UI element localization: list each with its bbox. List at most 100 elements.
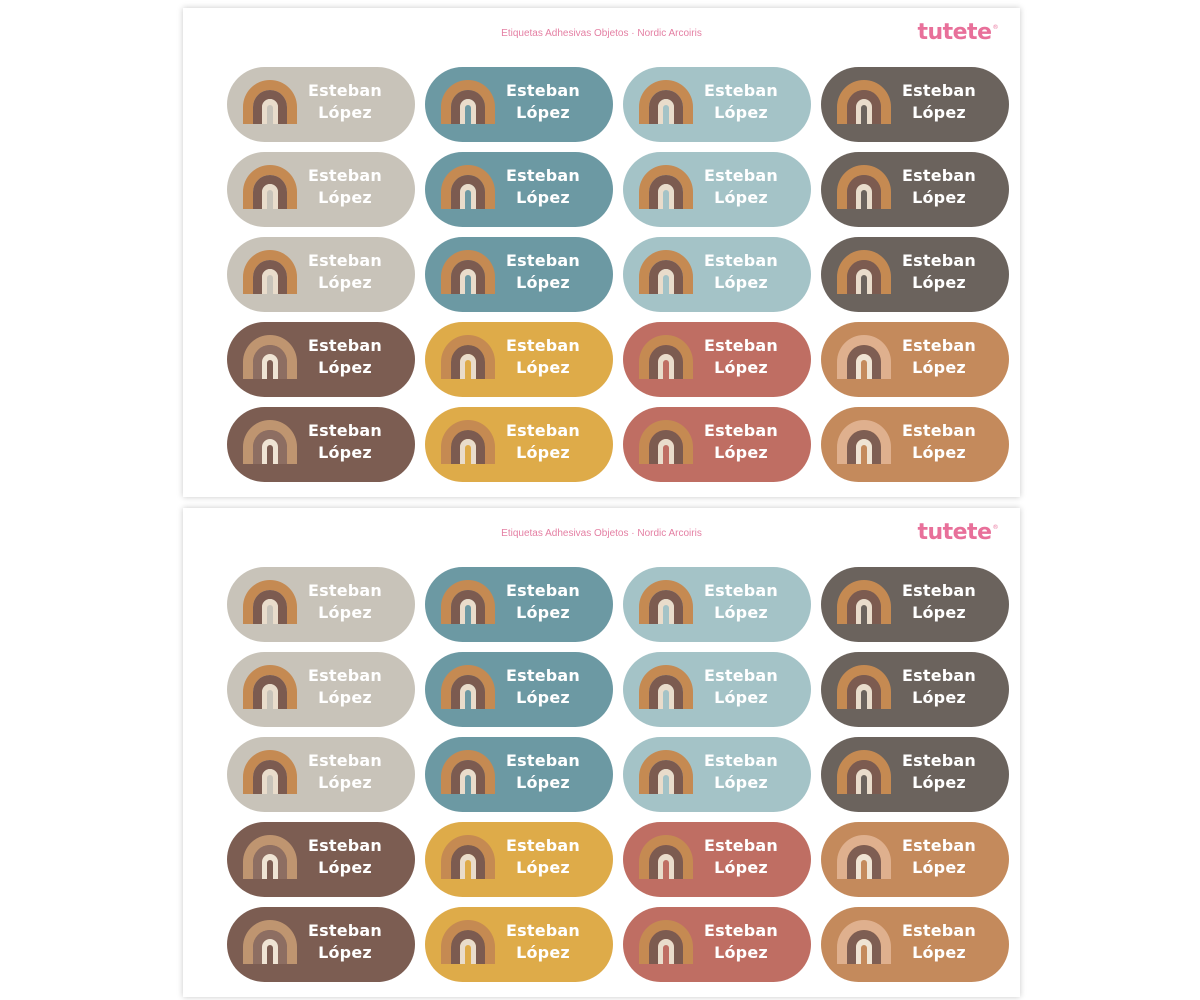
brand-logo: tutete® — [917, 520, 998, 545]
name-label-sticker: Esteban López — [425, 237, 613, 312]
label-last-name: López — [912, 103, 966, 122]
name-label-sticker: Esteban López — [227, 237, 415, 312]
label-name: Esteban López — [305, 250, 385, 294]
label-name: Esteban López — [503, 250, 583, 294]
label-grid: Esteban López Esteban López Esteban López Este… — [227, 567, 1009, 982]
label-first-name: Esteban — [902, 751, 976, 770]
label-name: Esteban López — [701, 665, 781, 709]
label-first-name: Esteban — [902, 666, 976, 685]
rainbow-icon — [441, 250, 495, 294]
name-label-sticker: Esteban López — [821, 407, 1009, 482]
rainbow-icon — [639, 750, 693, 794]
label-first-name: Esteban — [506, 336, 580, 355]
rainbow-icon — [441, 165, 495, 209]
rainbow-icon — [837, 80, 891, 124]
rainbow-icon — [243, 80, 297, 124]
label-first-name: Esteban — [704, 336, 778, 355]
label-last-name: López — [516, 688, 570, 707]
label-first-name: Esteban — [308, 81, 382, 100]
label-name: Esteban López — [701, 835, 781, 879]
rainbow-icon — [639, 580, 693, 624]
label-first-name: Esteban — [704, 751, 778, 770]
name-label-sticker: Esteban López — [227, 822, 415, 897]
rainbow-icon — [243, 335, 297, 379]
rainbow-icon — [243, 920, 297, 964]
name-label-sticker: Esteban López — [227, 652, 415, 727]
label-name: Esteban López — [701, 250, 781, 294]
rainbow-icon — [837, 665, 891, 709]
name-label-sticker: Esteban López — [425, 567, 613, 642]
rainbow-icon — [837, 580, 891, 624]
name-label-sticker: Esteban López — [821, 737, 1009, 812]
label-first-name: Esteban — [902, 81, 976, 100]
brand-name: tutete — [917, 20, 992, 45]
label-last-name: López — [318, 188, 372, 207]
label-first-name: Esteban — [704, 166, 778, 185]
rainbow-icon — [243, 750, 297, 794]
name-label-sticker: Esteban López — [227, 407, 415, 482]
label-last-name: López — [714, 358, 768, 377]
label-name: Esteban López — [305, 165, 385, 209]
name-label-sticker: Esteban López — [821, 822, 1009, 897]
label-last-name: López — [912, 358, 966, 377]
name-label-sticker: Esteban López — [227, 322, 415, 397]
label-first-name: Esteban — [704, 81, 778, 100]
label-first-name: Esteban — [308, 251, 382, 270]
label-last-name: López — [714, 943, 768, 962]
rainbow-icon — [441, 665, 495, 709]
label-name: Esteban López — [305, 420, 385, 464]
label-first-name: Esteban — [704, 921, 778, 940]
label-first-name: Esteban — [902, 836, 976, 855]
name-label-sticker: Esteban López — [623, 152, 811, 227]
label-first-name: Esteban — [704, 666, 778, 685]
label-name: Esteban López — [503, 750, 583, 794]
rainbow-icon — [639, 335, 693, 379]
rainbow-icon — [639, 920, 693, 964]
name-label-sticker: Esteban López — [425, 737, 613, 812]
label-name: Esteban López — [305, 920, 385, 964]
rainbow-icon — [837, 835, 891, 879]
sheet-title: Etiquetas Adhesivas Objetos · Nordic Arc… — [501, 28, 702, 39]
label-last-name: López — [714, 603, 768, 622]
label-name: Esteban López — [899, 580, 979, 624]
name-label-sticker: Esteban López — [425, 407, 613, 482]
label-last-name: López — [516, 443, 570, 462]
name-label-sticker: Esteban López — [821, 907, 1009, 982]
name-label-sticker: Esteban López — [821, 67, 1009, 142]
label-last-name: López — [912, 773, 966, 792]
label-last-name: López — [318, 603, 372, 622]
name-label-sticker: Esteban López — [425, 907, 613, 982]
label-first-name: Esteban — [506, 421, 580, 440]
label-first-name: Esteban — [506, 921, 580, 940]
label-first-name: Esteban — [506, 751, 580, 770]
name-label-sticker: Esteban López — [821, 322, 1009, 397]
rainbow-icon — [243, 250, 297, 294]
rainbow-icon — [441, 750, 495, 794]
registered-mark: ® — [992, 524, 999, 531]
label-first-name: Esteban — [902, 581, 976, 600]
rainbow-icon — [441, 80, 495, 124]
label-name: Esteban López — [305, 335, 385, 379]
label-last-name: López — [318, 103, 372, 122]
label-last-name: López — [912, 188, 966, 207]
rainbow-icon — [243, 665, 297, 709]
name-label-sticker: Esteban López — [227, 737, 415, 812]
label-last-name: López — [714, 443, 768, 462]
rainbow-icon — [837, 420, 891, 464]
label-last-name: López — [714, 103, 768, 122]
name-label-sticker: Esteban López — [227, 152, 415, 227]
label-name: Esteban López — [503, 335, 583, 379]
label-last-name: López — [318, 943, 372, 962]
name-label-sticker: Esteban López — [227, 67, 415, 142]
rainbow-icon — [243, 420, 297, 464]
label-name: Esteban López — [899, 335, 979, 379]
label-first-name: Esteban — [308, 666, 382, 685]
label-name: Esteban López — [503, 920, 583, 964]
label-first-name: Esteban — [902, 921, 976, 940]
label-last-name: López — [318, 358, 372, 377]
rainbow-icon — [441, 835, 495, 879]
sheet-title: Etiquetas Adhesivas Objetos · Nordic Arc… — [501, 528, 702, 539]
label-first-name: Esteban — [506, 581, 580, 600]
label-name: Esteban López — [899, 920, 979, 964]
label-name: Esteban López — [701, 920, 781, 964]
